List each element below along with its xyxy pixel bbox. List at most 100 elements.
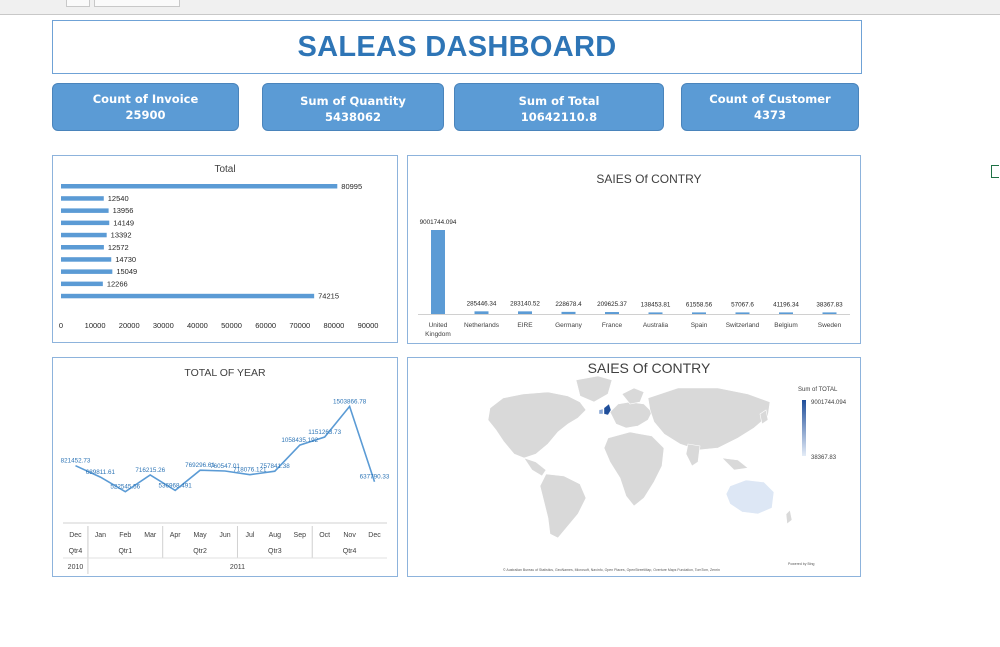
month-label: Jul	[245, 532, 254, 539]
bar[interactable]	[61, 232, 107, 238]
category-label: Spain	[691, 322, 708, 329]
map-asia	[647, 387, 771, 451]
total-of-year-chart: TOTAL OF YEAR Dec Jan Feb Mar Apr May Jun Jul Au…	[61, 367, 390, 574]
bar[interactable]	[518, 311, 532, 314]
data-label: 285446.34	[467, 300, 497, 307]
bar[interactable]	[431, 230, 445, 314]
category-label: Sweden	[818, 322, 842, 329]
map-australia[interactable]	[725, 479, 775, 515]
bar[interactable]	[822, 312, 837, 314]
data-label: 228678.4	[555, 301, 582, 308]
spreadsheet-top-strip	[0, 0, 1000, 15]
data-label: 1503866.78	[333, 398, 367, 405]
bar[interactable]	[61, 257, 112, 262]
legend-min: 38367.83	[811, 455, 837, 461]
category-label: EIRE	[517, 322, 533, 329]
month-label: Jun	[219, 532, 230, 539]
bar[interactable]	[61, 184, 338, 189]
tick-label: 30000	[153, 321, 174, 330]
country-map-panel[interactable]: SAIES Of CONTRY	[407, 357, 861, 577]
data-label: 209625.37	[597, 301, 627, 308]
data-label: 536968.491	[159, 482, 193, 489]
bar[interactable]	[61, 208, 109, 213]
tick-label: 40000	[187, 321, 208, 330]
bar[interactable]	[735, 312, 750, 314]
bar[interactable]	[561, 311, 576, 314]
category-label: Australia	[643, 322, 669, 329]
category-label: Switzerland	[726, 322, 760, 329]
bar[interactable]	[61, 245, 104, 250]
bar[interactable]	[61, 293, 315, 299]
data-label: 1151263.73	[308, 429, 341, 436]
tick-label: 20000	[119, 321, 140, 330]
category-label: Belgium	[774, 322, 797, 329]
quarter-label: Qtr2	[193, 548, 207, 555]
bar[interactable]	[61, 269, 113, 274]
category-label: Germany	[555, 322, 582, 329]
tick-label: 0	[59, 321, 63, 330]
month-label: May	[193, 532, 207, 539]
map-new-zealand	[785, 509, 793, 525]
legend-max: 9001744.094	[811, 400, 847, 406]
bar[interactable]	[61, 281, 103, 287]
bar[interactable]	[779, 312, 793, 314]
chart-title: Total	[214, 164, 235, 175]
category-label: France	[602, 322, 623, 329]
map-scandinavia	[621, 387, 645, 405]
kpi-card-quantity-sum[interactable]: Sum of Quantity 5438062	[262, 83, 444, 131]
month-label: Dec	[69, 532, 82, 539]
kpi-card-customer-count[interactable]: Count of Customer 4373	[681, 83, 859, 131]
total-bar-chart-panel[interactable]: Total 80995 12540 13956 14149 13392 12572 1473…	[52, 155, 398, 343]
data-label: 38367.83	[816, 301, 843, 308]
data-label: 61558.56	[686, 301, 713, 308]
map-united-kingdom[interactable]	[603, 403, 612, 416]
year-label: 2011	[230, 564, 245, 571]
data-label: 769296.61	[185, 462, 215, 469]
data-label: 718076.121	[233, 467, 267, 474]
sheet-tab[interactable]	[94, 0, 180, 7]
data-label: 12266	[107, 279, 128, 288]
total-of-year-panel[interactable]: TOTAL OF YEAR Dec Jan Feb Mar Apr May Jun Jul Au…	[52, 357, 398, 577]
tick-label: 10000	[85, 321, 106, 330]
map-north-america	[487, 391, 587, 459]
tick-label: 60000	[255, 321, 276, 330]
data-label: 637790.33	[360, 474, 390, 481]
tick-label: 70000	[289, 321, 310, 330]
country-map-chart: SAIES Of CONTRY	[487, 360, 847, 572]
map-japan	[759, 409, 769, 425]
data-label: 80995	[341, 182, 362, 191]
map-central-america	[523, 457, 547, 477]
tick-label: 50000	[221, 321, 242, 330]
data-label: 283140.52	[510, 300, 540, 307]
kpi-value: 25900	[125, 108, 166, 122]
bar[interactable]	[61, 220, 110, 226]
map-ireland[interactable]	[598, 408, 604, 415]
data-label: 57067.6	[731, 301, 754, 308]
selection-marker[interactable]	[991, 165, 999, 178]
kpi-value: 5438062	[324, 110, 381, 124]
kpi-label: Sum of Quantity	[300, 94, 406, 108]
bar[interactable]	[648, 312, 663, 314]
kpi-card-invoice-count[interactable]: Count of Invoice 25900	[52, 83, 239, 131]
country-sales-chart: SAIES Of CONTRY 9001744.094 United Kingdom…	[418, 172, 850, 338]
month-label: Dec	[368, 532, 381, 539]
bar[interactable]	[692, 312, 706, 314]
bar[interactable]	[605, 312, 619, 314]
map-title: SAIES Of CONTRY	[588, 360, 711, 376]
country-sales-chart-panel[interactable]: SAIES Of CONTRY 9001744.094 United Kingdom…	[407, 155, 861, 344]
bar[interactable]	[61, 196, 104, 201]
category-label: Kingdom	[425, 331, 451, 338]
kpi-card-total-sum[interactable]: Sum of Total 10642110.8	[454, 83, 664, 131]
map-africa	[603, 431, 665, 507]
sheet-tab[interactable]	[66, 0, 90, 7]
data-label: 689811.61	[86, 469, 116, 476]
quarter-label: Qtr3	[268, 548, 282, 555]
bar[interactable]	[474, 311, 489, 314]
data-label: 14730	[115, 255, 136, 264]
world-map	[487, 375, 793, 539]
data-label: 14149	[113, 218, 134, 227]
chart-title: SAIES Of CONTRY	[596, 172, 701, 186]
total-bar-chart: Total 80995 12540 13956 14149 13392 12572 1473…	[59, 164, 379, 330]
data-label: 138453.81	[641, 301, 671, 308]
data-label: 41196.34	[773, 301, 799, 308]
